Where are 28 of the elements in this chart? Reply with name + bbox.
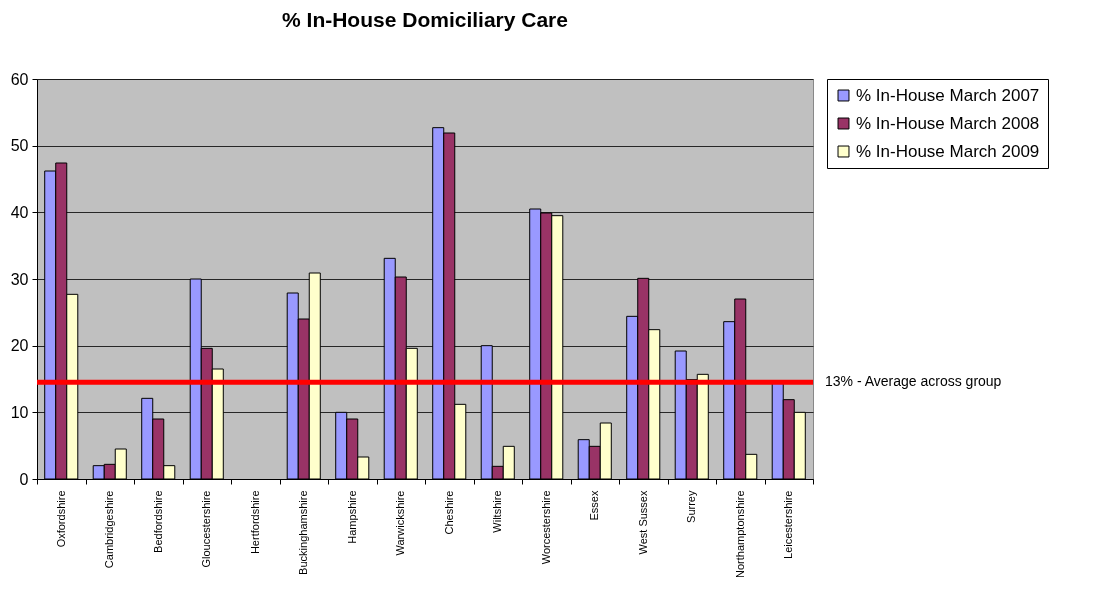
- ref-line-label: 13% - Average across group: [825, 373, 1002, 390]
- x-tick-label: Cheshire: [442, 490, 455, 535]
- y-tick-label: 20: [10, 337, 29, 355]
- y-tick-label: 40: [10, 203, 29, 221]
- x-tick-label: Hampshire: [345, 490, 358, 544]
- y-tick-label: 30: [10, 270, 29, 288]
- legend-label: % In-House March 2007: [856, 85, 1040, 105]
- x-tick-label: Hertfordshire: [248, 490, 261, 555]
- chart-title: % In-House Domiciliary Care: [282, 8, 568, 31]
- y-tick-label: 10: [10, 403, 29, 421]
- x-tick-label: Worcestershire: [539, 490, 552, 565]
- x-tick-label: Northamptonshire: [733, 490, 746, 578]
- legend-label: % In-House March 2008: [856, 113, 1040, 133]
- x-tick-label: Bedfordshire: [151, 490, 164, 553]
- y-tick-label: 0: [19, 470, 29, 488]
- x-tick-label: Cambridgeshire: [103, 490, 116, 569]
- legend-label: % In-House March 2009: [856, 141, 1040, 161]
- x-tick-label: Leicestershire: [782, 490, 795, 559]
- x-tick-label: Buckinghamshire: [297, 490, 310, 575]
- x-tick-label: Surrey: [685, 490, 698, 523]
- x-tick-label: Essex: [588, 490, 601, 521]
- y-tick-label: 50: [10, 137, 29, 155]
- x-tick-label: Wiltshire: [491, 490, 504, 533]
- x-tick-label: West Sussex: [636, 490, 649, 555]
- x-tick-label: Oxfordshire: [54, 490, 67, 548]
- y-tick-label: 60: [10, 70, 29, 88]
- x-tick-label: Warwickshire: [394, 490, 407, 556]
- x-tick-label: Gloucestershire: [200, 490, 213, 568]
